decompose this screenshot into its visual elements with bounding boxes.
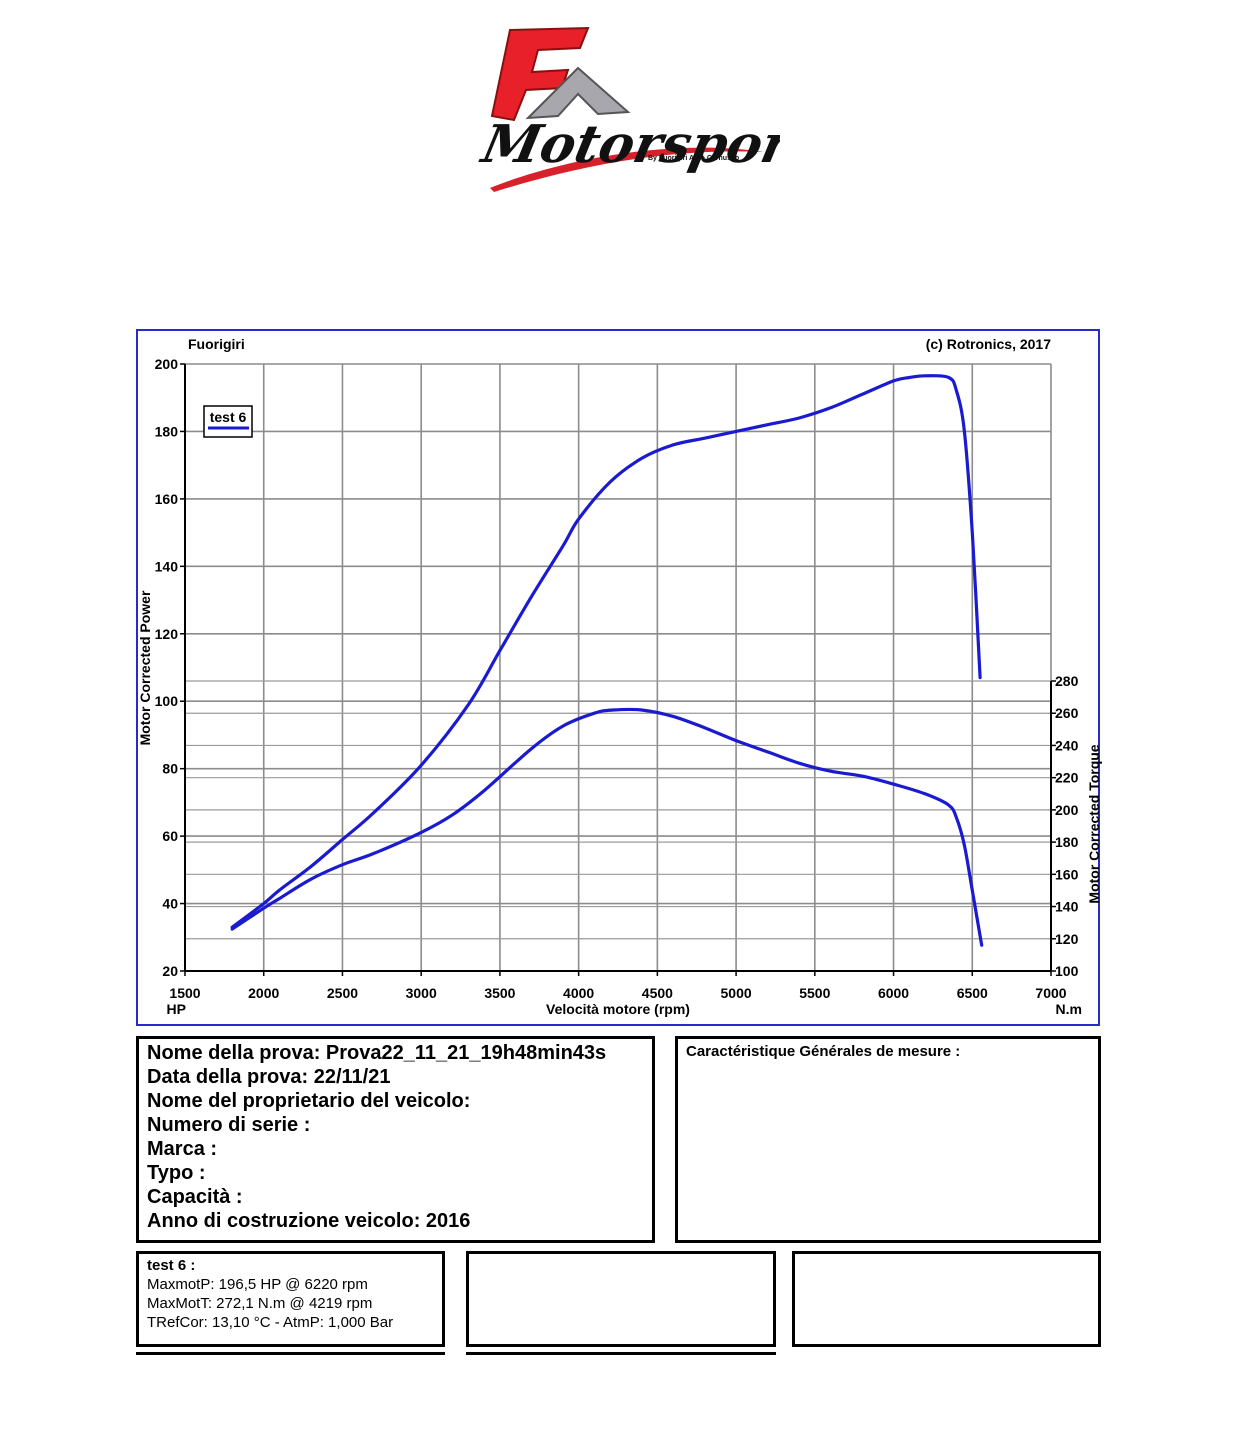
underline-2 — [466, 1352, 776, 1355]
y-right-tick-label: 120 — [1055, 931, 1079, 947]
x-tick-label: 3500 — [484, 985, 515, 1001]
x-tick-label: 4500 — [642, 985, 673, 1001]
x-tick-label: 3000 — [406, 985, 437, 1001]
y-right-tick-label: 140 — [1055, 899, 1079, 915]
y-right-tick-label: 160 — [1055, 866, 1079, 882]
logo-swoosh — [490, 147, 764, 192]
x-tick-label: 4000 — [563, 985, 594, 1001]
fa-motorsport-logo: Motorsport By Fuorigiri Auto Cernusco — [470, 20, 820, 195]
x-tick-label: 1500 — [169, 985, 200, 1001]
torque-curve — [230, 707, 984, 947]
vehicle-capacity: Capacità : — [147, 1186, 243, 1208]
y-right-tick-label: 220 — [1055, 770, 1079, 786]
underline-1 — [136, 1352, 445, 1355]
x-axis-title: Velocità motore (rpm) — [546, 1001, 690, 1017]
y-left-tick-label: 140 — [155, 558, 179, 574]
y-left-tick-label: 180 — [155, 423, 179, 439]
dyno-chart-frame — [136, 329, 1100, 1026]
empty-results-box-3 — [792, 1251, 1101, 1347]
test-name: Nome della prova: Prova22_11_21_19h48min… — [147, 1042, 607, 1064]
y-left-tick-label: 160 — [155, 491, 179, 507]
chart-header-right: (c) Rotronics, 2017 — [926, 336, 1051, 352]
chart-legend: test 6 — [203, 405, 253, 438]
y-right-tick-label: 240 — [1055, 737, 1079, 753]
y-left-tick-label: 40 — [162, 896, 178, 912]
logo-brand-text: Motorsport — [475, 115, 780, 175]
y-left-axis-title: Motor Corrected Power — [137, 590, 153, 745]
vehicle-type: Typo : — [147, 1162, 206, 1184]
empty-results-box-2 — [466, 1251, 776, 1347]
y-left-tick-label: 200 — [155, 356, 179, 372]
x-tick-label: 5500 — [799, 985, 830, 1001]
y-left-tick-label: 60 — [162, 828, 178, 844]
power-curve — [230, 374, 982, 929]
results-box: test 6 : MaxmotP: 196,5 HP @ 6220 rpm Ma… — [136, 1251, 445, 1347]
measure-info-title: Caractéristique Générales de mesure : — [686, 1043, 961, 1060]
x-tick-label: 6500 — [957, 985, 988, 1001]
results-title: test 6 : — [147, 1257, 196, 1274]
y-right-axis-title: Motor Corrected Torque — [1086, 744, 1102, 903]
measure-info-box: Caractéristique Générales de mesure : — [675, 1036, 1101, 1243]
y-right-tick-label: 260 — [1055, 705, 1079, 721]
max-power: MaxmotP: 196,5 HP @ 6220 rpm — [147, 1276, 368, 1293]
y-left-tick-label: 80 — [162, 761, 178, 777]
y-left-tick-label: 120 — [155, 626, 179, 642]
vehicle-info-box: Nome della prova: Prova22_11_21_19h48min… — [136, 1036, 655, 1243]
x-tick-label: 5000 — [721, 985, 752, 1001]
test-date: Data della prova: 22/11/21 — [147, 1066, 391, 1088]
x-tick-label: 2500 — [327, 985, 358, 1001]
y-left-tick-label: 20 — [162, 963, 178, 979]
y-right-tick-label: 280 — [1055, 673, 1079, 689]
logo-a-letter — [525, 66, 631, 120]
left-axis-unit: HP — [167, 1001, 186, 1017]
logo-f-letter — [490, 26, 590, 122]
x-tick-label: 2000 — [248, 985, 279, 1001]
y-right-tick-label: 180 — [1055, 834, 1079, 850]
max-torque: MaxMotT: 272,1 N.m @ 4219 rpm — [147, 1295, 373, 1312]
y-right-tick-label: 200 — [1055, 802, 1079, 818]
y-left-tick-label: 100 — [155, 693, 179, 709]
x-tick-label: 6000 — [878, 985, 909, 1001]
x-tick-label: 7000 — [1035, 985, 1066, 1001]
conditions: TRefCor: 13,10 °C - AtmP: 1,000 Bar — [147, 1314, 394, 1331]
chart-header-left: Fuorigiri — [188, 336, 245, 352]
legend-label: test 6 — [210, 409, 247, 425]
logo-tagline: By Fuorigiri Auto Cernusco — [648, 155, 739, 162]
right-axis-unit: N.m — [1056, 1001, 1082, 1017]
serial-number: Numero di serie : — [147, 1114, 311, 1136]
vehicle-brand: Marca : — [147, 1138, 218, 1160]
vehicle-owner: Nome del proprietario del veicolo: — [147, 1090, 471, 1112]
y-right-tick-label: 100 — [1055, 963, 1079, 979]
vehicle-year: Anno di costruzione veicolo: 2016 — [147, 1210, 471, 1232]
